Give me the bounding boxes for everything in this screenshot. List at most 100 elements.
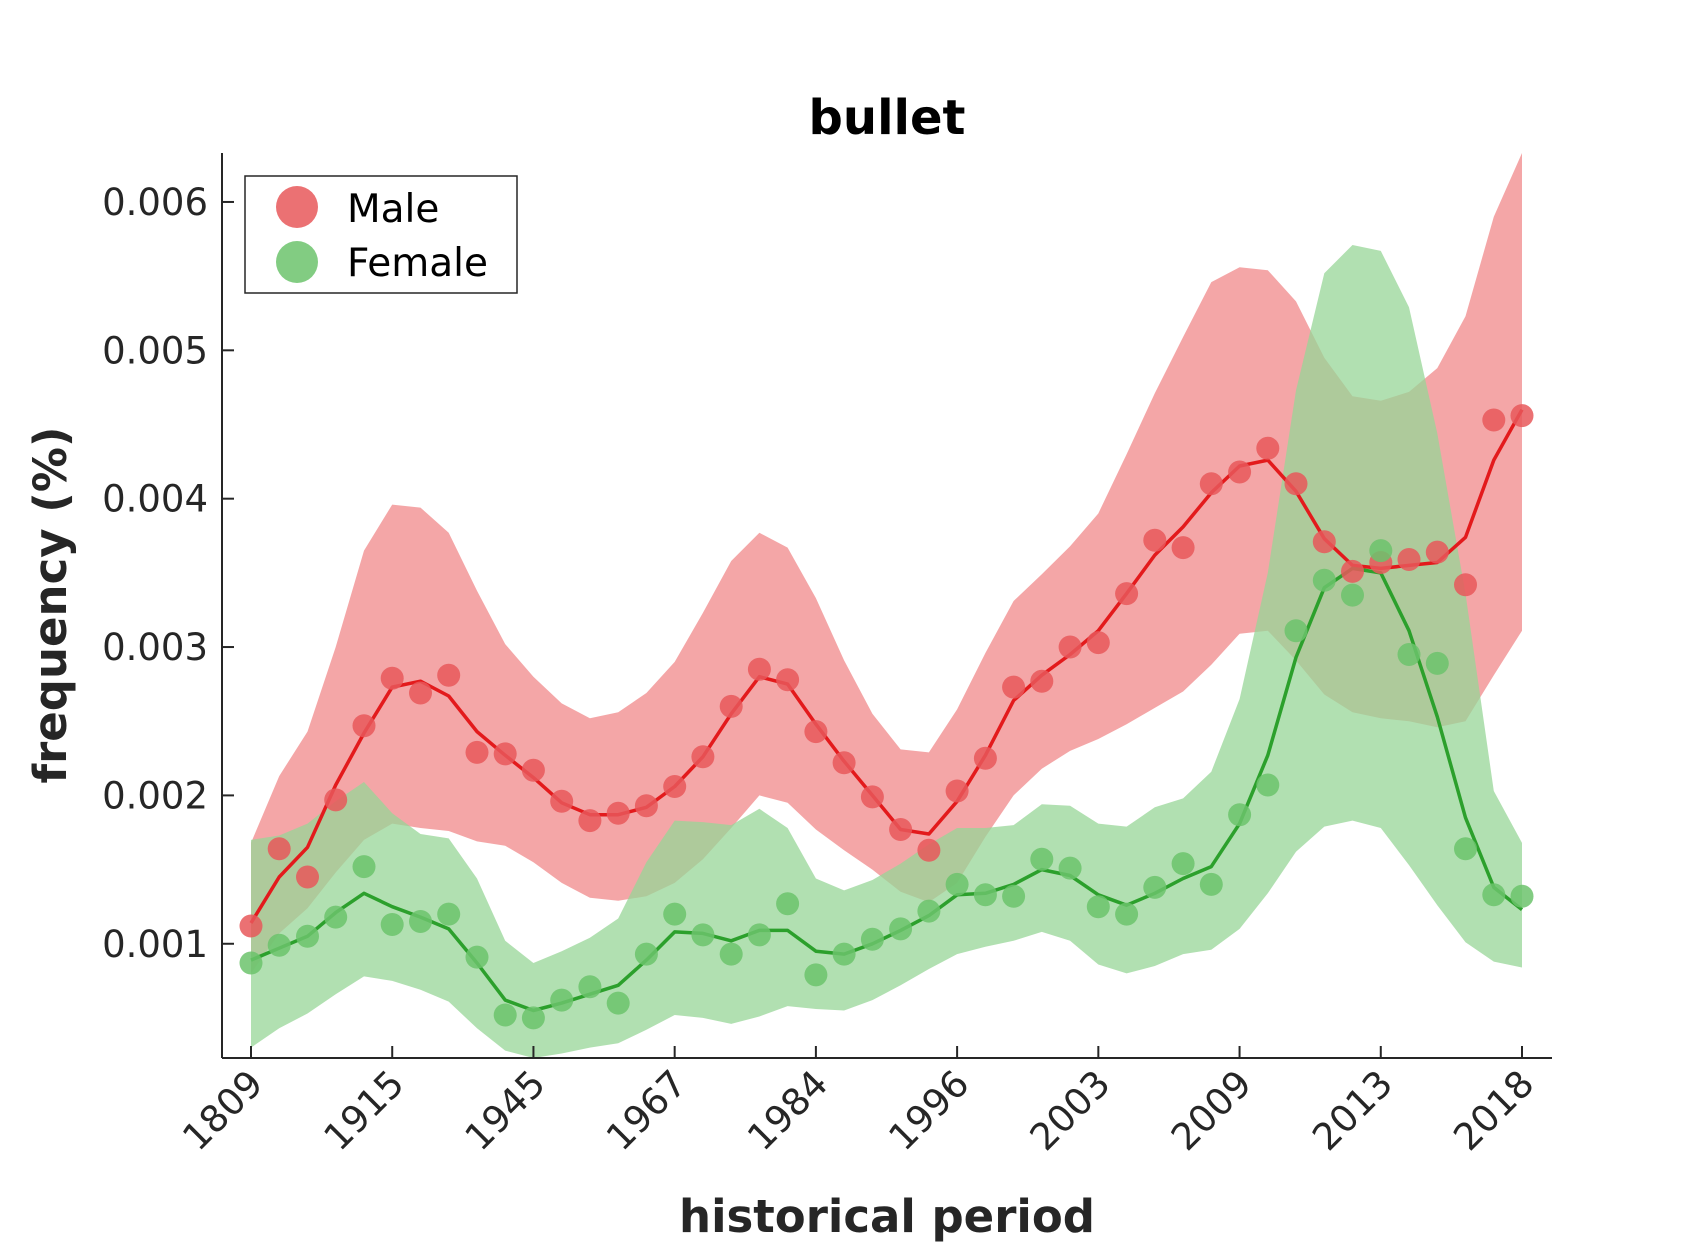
data-point-male	[1200, 472, 1223, 495]
data-point-male	[663, 775, 686, 798]
data-point-female	[889, 917, 912, 940]
data-point-female	[1341, 584, 1364, 607]
data-point-female	[409, 910, 432, 933]
data-point-male	[324, 788, 347, 811]
data-point-female	[1228, 803, 1251, 826]
y-tick-label: 0.002	[102, 774, 208, 817]
data-point-male	[1511, 404, 1534, 427]
data-point-female	[1511, 885, 1534, 908]
data-point-male	[691, 745, 714, 768]
data-point-female	[804, 963, 827, 986]
data-point-male	[917, 839, 940, 862]
data-point-male	[1341, 560, 1364, 583]
data-point-female	[1087, 895, 1110, 918]
data-point-female	[946, 873, 969, 896]
data-point-male	[1256, 437, 1279, 460]
data-point-male	[494, 742, 517, 765]
data-point-male	[776, 668, 799, 691]
data-point-female	[861, 928, 884, 951]
y-tick-label: 0.005	[102, 329, 208, 372]
y-axis-title: frequency (%)	[24, 427, 77, 784]
data-point-female	[324, 906, 347, 929]
data-point-female	[1369, 539, 1392, 562]
data-point-male	[974, 747, 997, 770]
chart-title: bullet	[809, 90, 966, 146]
data-point-female	[466, 946, 489, 969]
data-point-female	[917, 900, 940, 923]
data-point-female	[578, 975, 601, 998]
data-point-female	[353, 855, 376, 878]
y-tick-label: 0.004	[102, 478, 208, 521]
data-point-male	[1454, 573, 1477, 596]
data-point-male	[240, 915, 263, 938]
data-point-female	[437, 903, 460, 926]
data-point-female	[1030, 848, 1053, 871]
data-point-female	[720, 943, 743, 966]
data-point-male	[1143, 529, 1166, 552]
data-point-male	[522, 759, 545, 782]
data-point-female	[1285, 619, 1308, 642]
data-point-male	[550, 790, 573, 813]
data-point-female	[974, 883, 997, 906]
data-point-male	[804, 720, 827, 743]
data-point-female	[494, 1004, 517, 1027]
data-point-female	[1482, 883, 1505, 906]
data-point-male	[748, 658, 771, 681]
data-point-female	[1002, 885, 1025, 908]
data-point-female	[1256, 774, 1279, 797]
data-point-female	[1454, 837, 1477, 860]
data-point-female	[1200, 873, 1223, 896]
data-point-male	[1172, 536, 1195, 559]
data-point-male	[437, 664, 460, 687]
data-point-female	[240, 952, 263, 975]
data-point-female	[691, 923, 714, 946]
data-point-female	[381, 913, 404, 936]
data-point-male	[1313, 530, 1336, 553]
data-point-male	[578, 809, 601, 832]
data-point-male	[1059, 636, 1082, 659]
data-point-female	[268, 934, 291, 957]
data-point-male	[381, 667, 404, 690]
data-point-female	[663, 903, 686, 926]
data-point-male	[833, 751, 856, 774]
legend-label-male: Male	[347, 187, 439, 232]
data-point-female	[1059, 857, 1082, 880]
data-point-male	[607, 802, 630, 825]
data-point-male	[353, 714, 376, 737]
data-point-female	[1426, 652, 1449, 675]
y-tick-label: 0.001	[102, 923, 208, 966]
data-point-female	[607, 992, 630, 1015]
data-point-male	[1285, 472, 1308, 495]
data-point-female	[296, 925, 319, 948]
data-point-male	[1002, 676, 1025, 699]
data-point-male	[1030, 670, 1053, 693]
data-point-male	[1398, 548, 1421, 571]
data-point-male	[466, 741, 489, 764]
data-point-male	[1115, 582, 1138, 605]
data-point-male	[1482, 409, 1505, 432]
legend-marker-female	[276, 241, 318, 283]
data-point-female	[1143, 876, 1166, 899]
data-point-female	[748, 923, 771, 946]
data-point-male	[296, 866, 319, 889]
data-point-male	[409, 682, 432, 705]
data-point-female	[522, 1006, 545, 1029]
data-point-male	[946, 780, 969, 803]
data-point-male	[268, 837, 291, 860]
data-point-male	[720, 695, 743, 718]
y-tick-label: 0.006	[102, 181, 208, 224]
data-point-female	[1313, 569, 1336, 592]
x-axis-title: historical period	[679, 1190, 1095, 1243]
legend-marker-male	[276, 186, 318, 228]
data-point-male	[861, 785, 884, 808]
data-point-female	[550, 989, 573, 1012]
data-point-female	[635, 943, 658, 966]
data-point-male	[1087, 631, 1110, 654]
data-point-male	[1228, 461, 1251, 484]
data-point-female	[1172, 852, 1195, 875]
data-point-female	[1398, 643, 1421, 666]
legend: Male Female	[245, 176, 517, 293]
data-point-male	[1426, 541, 1449, 564]
data-point-male	[635, 794, 658, 817]
